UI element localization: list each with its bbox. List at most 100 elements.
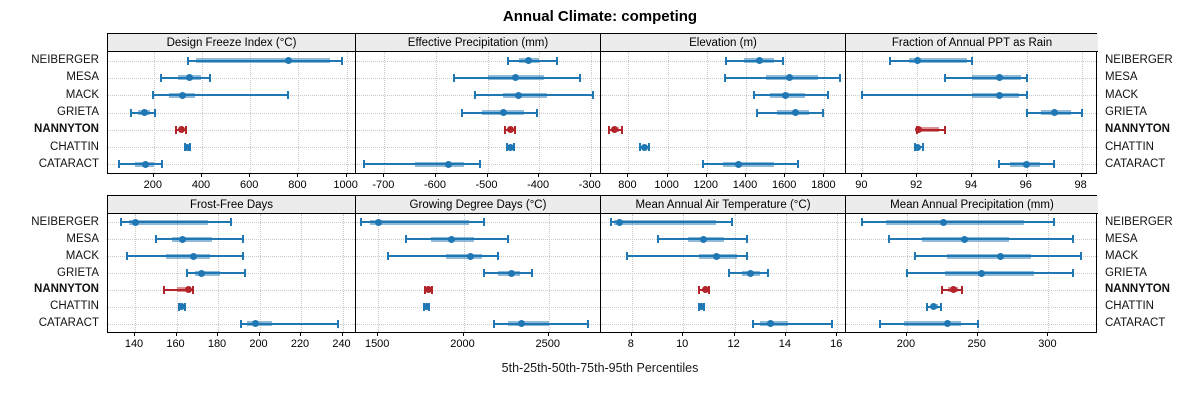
median-dot (285, 57, 293, 65)
whisker-cap (1053, 218, 1056, 227)
median-dot (189, 252, 197, 260)
axis-tick-label: 200 (249, 338, 268, 350)
axis-tick (916, 173, 918, 177)
whisker-cap (648, 143, 650, 152)
whisker-cap (507, 56, 510, 65)
whisker-cap (860, 218, 863, 227)
gridline-row (108, 289, 355, 291)
gridline-row (601, 289, 845, 291)
station-label-right-neiberger: NEIBERGER (1105, 215, 1173, 228)
whisker-cap (453, 73, 455, 82)
station-label-left-grieta: GRIETA (57, 266, 99, 279)
axis-tick (861, 173, 863, 177)
whisker-cap (725, 56, 728, 65)
median-dot (448, 235, 456, 243)
gridline-row (356, 323, 600, 325)
whisker-cap (209, 73, 212, 82)
panel-mean-annual-precipitation-mm: Mean Annual Precipitation (mm) (846, 196, 1098, 332)
axis-tick-label: 1200 (693, 179, 719, 191)
whisker-cap (161, 160, 164, 169)
whisker-cap (504, 125, 507, 134)
whisker-cap (592, 91, 595, 100)
axis-tick (377, 332, 379, 336)
median-dot (178, 303, 186, 311)
axis-tick (627, 173, 629, 177)
axis-tick-label: 1000 (654, 179, 679, 191)
whisker-cap (483, 269, 485, 277)
axis-tick-label: 200 (143, 179, 162, 191)
whisker-cap (707, 285, 710, 294)
axis-tick-label: 240 (332, 338, 351, 350)
percentile-band-25-75 (909, 58, 967, 64)
median-dot (466, 252, 474, 260)
whisker-cap (943, 73, 946, 82)
percentile-band-25-75 (885, 219, 1025, 225)
whisker-cap (163, 285, 165, 294)
median-dot (197, 269, 205, 277)
whisker-cap (535, 108, 538, 117)
percentile-band-25-75 (503, 92, 547, 98)
median-dot (512, 74, 520, 82)
axis-tick-label: 14 (778, 338, 792, 350)
panel-plot (356, 214, 600, 332)
axis-tick (134, 332, 135, 336)
percentile-range-5-95 (626, 255, 748, 258)
axis-tick (201, 173, 202, 177)
axis-tick-label: 16 (830, 338, 843, 350)
whisker-cap (286, 91, 289, 100)
gridline-row (601, 112, 845, 114)
station-label-left-grieta: GRIETA (57, 106, 99, 118)
axis-tick (345, 173, 347, 177)
whisker-cap (160, 73, 162, 82)
whisker-cap (1080, 108, 1083, 117)
gridline-row (601, 95, 845, 97)
axis-tick (547, 332, 549, 336)
gridline-row (601, 147, 845, 149)
axis-tick-label: 800 (288, 179, 307, 191)
axis-tick (1025, 173, 1027, 177)
gridline-row (108, 222, 355, 224)
whisker-cap (905, 269, 908, 277)
axis-tick-label: -300 (578, 179, 601, 191)
whisker-cap (241, 235, 244, 244)
axis-tick-label: 96 (1019, 179, 1032, 191)
axis-tick-label: 180 (207, 338, 227, 350)
panel-plot (601, 214, 845, 332)
median-dot (184, 143, 191, 151)
whisker-cap (961, 285, 964, 294)
whisker-cap (943, 125, 946, 134)
axis-tick-label: 10 (676, 338, 689, 350)
percentile-band-25-75 (613, 219, 717, 225)
whisker-cap (229, 218, 232, 227)
whisker-cap (782, 56, 785, 65)
station-label-right-grieta: GRIETA (1105, 106, 1147, 118)
axis-tick-label: 1600 (771, 179, 797, 191)
median-dot (179, 235, 187, 243)
panel-frost-free-days: Frost-Free Days (108, 196, 356, 332)
axis-tick-label: 1000 (333, 179, 358, 191)
median-dot (251, 320, 259, 328)
station-label-right-mack: MACK (1105, 88, 1139, 101)
median-dot (518, 320, 525, 328)
whisker-cap (154, 235, 157, 244)
x-axis-caption: 5th-25th-50th-75th-95th Percentiles (501, 361, 699, 375)
axis-tick-label: 94 (964, 179, 978, 191)
panel-strip-title: Mean Annual Air Temperature (°C) (601, 196, 845, 214)
whisker-cap (1053, 160, 1056, 169)
percentile-band-25-75 (760, 321, 789, 327)
gridline-row (846, 147, 1098, 149)
median-dot (507, 126, 515, 134)
whisker-cap (506, 143, 509, 152)
whisker-cap (1080, 252, 1082, 261)
axis-tick-label: 250 (967, 338, 986, 350)
gridline-row (601, 129, 845, 131)
whisker-cap (496, 252, 499, 261)
gridline-row (108, 147, 355, 149)
whisker-cap (337, 319, 340, 328)
axis-tick-label: 1500 (364, 338, 390, 350)
gridline-row (356, 129, 600, 131)
whisker-cap (887, 235, 890, 244)
median-dot (700, 235, 708, 243)
station-label-right-mesa: MESA (1105, 232, 1138, 245)
axis-tick (705, 173, 707, 177)
